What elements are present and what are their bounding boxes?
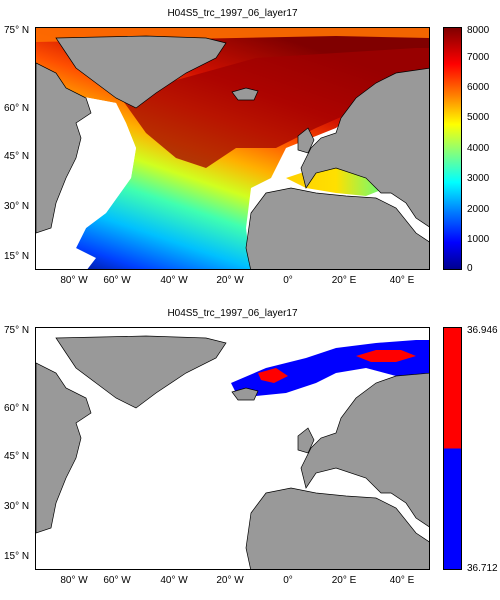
x-tick-40e: 40° E	[389, 275, 415, 286]
y-tick-45n: 45° N	[4, 151, 30, 162]
iceland-land	[231, 87, 259, 101]
x-tick-60w: 60° W	[103, 275, 131, 286]
cb-tick-min: 36.712	[467, 563, 498, 574]
bottom-map-panel: H04S5_trc_1997_06_layer17 75° N 60° N 45…	[0, 300, 500, 600]
cb-tick-1000: 1000	[467, 234, 490, 245]
british-isles-land	[297, 427, 315, 454]
bottom-colorbar	[443, 327, 462, 570]
top-map-title: H04S5_trc_1997_06_layer17	[167, 8, 298, 19]
top-map-panel: H04S5_trc_1997_06_layer17	[4, 8, 490, 286]
x-tick-40e: 40° E	[389, 575, 415, 586]
x-tick-0: 0°	[283, 275, 293, 286]
cb-tick-0: 0	[467, 263, 473, 274]
cb-tick-6000: 6000	[467, 82, 490, 93]
greenland-land	[55, 335, 227, 409]
europe-land	[300, 372, 429, 528]
bottom-map-area	[35, 327, 430, 570]
x-tick-80w: 80° W	[60, 275, 88, 286]
x-tick-40w: 40° W	[160, 575, 188, 586]
top-map-svg	[36, 28, 429, 269]
x-tick-40w: 40° W	[160, 275, 188, 286]
y-tick-60n: 60° N	[4, 403, 30, 414]
north-america-land	[36, 62, 92, 234]
x-tick-20w: 20° W	[216, 575, 244, 586]
cb-tick-4000: 4000	[467, 143, 490, 154]
cb-tick-8000: 8000	[467, 25, 490, 36]
top-map-area	[35, 27, 430, 270]
x-tick-0: 0°	[283, 575, 293, 586]
cb-tick-5000: 5000	[467, 112, 490, 123]
bottom-map-svg	[36, 335, 429, 569]
subpolar-high-zone	[121, 48, 429, 168]
cb-tick-7000: 7000	[467, 52, 490, 63]
british-isles-land	[297, 127, 315, 154]
y-tick-15n: 15° N	[4, 551, 30, 562]
europe-land	[300, 67, 429, 228]
africa-land	[245, 487, 429, 569]
x-tick-20e: 20° E	[331, 275, 357, 286]
cb-tick-2000: 2000	[467, 204, 490, 215]
y-tick-60n: 60° N	[4, 103, 30, 114]
iceland-land	[231, 387, 259, 401]
high-value-patch-2	[258, 368, 288, 383]
y-tick-75n: 75° N	[4, 325, 30, 336]
north-america-land	[36, 362, 92, 534]
x-tick-20e: 20° E	[331, 575, 357, 586]
cb-tick-3000: 3000	[467, 173, 490, 184]
cb-tick-max: 36.946	[467, 325, 498, 336]
y-tick-75n: 75° N	[4, 25, 30, 36]
y-tick-30n: 30° N	[4, 201, 30, 212]
y-tick-15n: 15° N	[4, 251, 30, 262]
y-tick-30n: 30° N	[4, 501, 30, 512]
bottom-map-title: H04S5_trc_1997_06_layer17	[167, 308, 298, 319]
x-tick-80w: 80° W	[60, 575, 88, 586]
greenland-land	[55, 35, 227, 109]
top-colorbar	[443, 27, 462, 270]
high-value-patch-1	[356, 350, 416, 362]
y-tick-45n: 45° N	[4, 451, 30, 462]
x-tick-20w: 20° W	[216, 275, 244, 286]
x-tick-60w: 60° W	[103, 575, 131, 586]
africa-land	[245, 187, 429, 269]
